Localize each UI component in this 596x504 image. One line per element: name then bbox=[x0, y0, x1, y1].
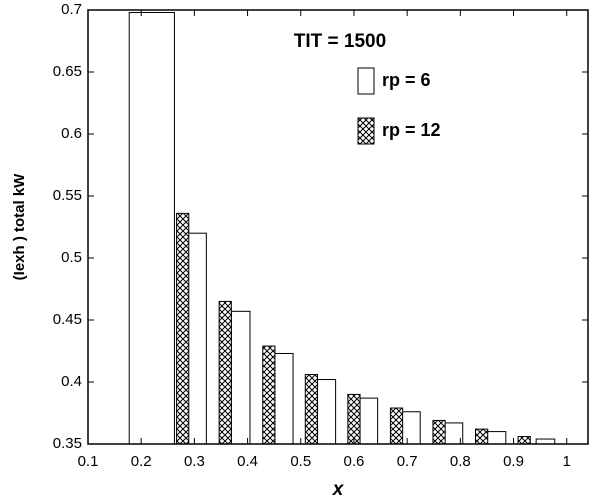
x-tick-label: 0.8 bbox=[450, 453, 471, 470]
bar bbox=[517, 436, 531, 445]
x-tick-label: 0.7 bbox=[397, 453, 418, 470]
y-tick-label: 0.5 bbox=[61, 249, 82, 266]
y-tick-label: 0.65 bbox=[53, 63, 82, 80]
legend-label: rp = 6 bbox=[382, 70, 431, 90]
bar bbox=[358, 397, 379, 445]
bar bbox=[401, 411, 421, 445]
y-tick-label: 0.6 bbox=[61, 125, 82, 142]
bar bbox=[432, 419, 446, 445]
plot-frame bbox=[87, 9, 589, 445]
x-tick-label: 0.1 bbox=[78, 453, 99, 470]
bar bbox=[475, 428, 489, 445]
bar bbox=[128, 11, 175, 445]
bar bbox=[273, 352, 294, 445]
x-tick-label: 0.9 bbox=[503, 453, 524, 470]
y-axis-label: (Iexh ) total kW bbox=[11, 173, 28, 281]
chart-title: TIT = 1500 bbox=[294, 31, 386, 52]
bar bbox=[230, 310, 251, 445]
x-tick-label: 0.3 bbox=[184, 453, 205, 470]
bar bbox=[218, 300, 232, 445]
legend-label: rp = 12 bbox=[382, 120, 441, 140]
bar bbox=[304, 374, 319, 445]
bar bbox=[176, 212, 190, 445]
y-tick-label: 0.55 bbox=[53, 187, 82, 204]
x-tick-label: 1 bbox=[563, 453, 571, 470]
y-tick-label: 0.35 bbox=[53, 435, 82, 452]
x-axis-label: x bbox=[332, 479, 345, 500]
x-tick-label: 0.6 bbox=[344, 453, 365, 470]
bar bbox=[262, 345, 276, 445]
x-tick-label: 0.5 bbox=[290, 453, 311, 470]
bar bbox=[187, 232, 207, 445]
bar bbox=[486, 431, 507, 445]
bar bbox=[347, 393, 361, 445]
y-tick-label: 0.4 bbox=[61, 373, 82, 390]
x-tick-label: 0.2 bbox=[131, 453, 152, 470]
legend-swatch bbox=[357, 117, 375, 145]
legend-swatch bbox=[357, 67, 375, 95]
bar bbox=[316, 379, 337, 445]
bar bbox=[389, 407, 404, 445]
y-tick-label: 0.45 bbox=[53, 311, 82, 328]
x-tick-label: 0.4 bbox=[237, 453, 258, 470]
y-tick-label: 0.7 bbox=[61, 1, 82, 18]
